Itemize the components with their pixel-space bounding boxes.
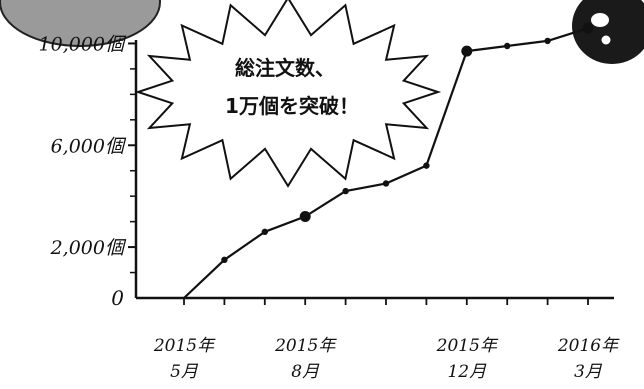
series-group xyxy=(183,22,594,299)
y-tick-label-3: 10,000個 xyxy=(39,33,127,55)
data-point-10 xyxy=(582,22,594,34)
callout-burst: 総注文数、 1万個を突破！ xyxy=(134,0,442,188)
data-point-9 xyxy=(544,37,551,45)
y-tick-label-1: 2,000個 xyxy=(50,237,127,259)
data-point-6 xyxy=(423,162,430,169)
x-tick-label-3-month: 3月 xyxy=(574,362,603,382)
callout-burst-shape xyxy=(134,0,442,188)
data-point-8 xyxy=(504,42,511,50)
x-tick-label-3-year: 2016年 xyxy=(557,336,620,356)
x-tick-label-1-month: 8月 xyxy=(291,362,320,382)
x-tick-label-0-year: 2015年 xyxy=(153,336,216,356)
x-tick-label-0-month: 5月 xyxy=(170,362,199,382)
y-tick-label-0: 0 xyxy=(111,286,124,310)
x-tick-group: 2015年 5月 2015年 8月 2015年 12月 2016年 3月 xyxy=(153,298,620,382)
data-point-1 xyxy=(221,256,228,264)
callout-line-1: 総注文数、 xyxy=(235,56,335,80)
y-tick-label-2: 6,000個 xyxy=(51,135,127,157)
data-point-3 xyxy=(299,211,311,223)
mascot-icon xyxy=(572,0,644,64)
x-tick-label-1-year: 2015年 xyxy=(274,336,337,356)
corner-badge xyxy=(0,0,161,47)
x-tick-label-2-year: 2015年 xyxy=(436,336,499,356)
data-point-7 xyxy=(461,45,473,57)
x-tick-label-2-month: 12月 xyxy=(447,362,487,382)
callout-line-2: 1万個を突破！ xyxy=(225,94,359,118)
data-point-4 xyxy=(342,187,349,195)
data-point-2 xyxy=(261,228,268,236)
data-point-5 xyxy=(382,180,390,187)
y-tick-group: 0 2,000個 6,000個 10,000個 xyxy=(39,33,136,310)
